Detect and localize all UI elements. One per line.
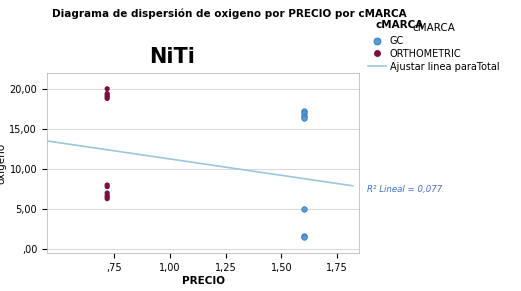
Point [103, 184, 111, 189]
Point [103, 95, 111, 99]
Point [300, 233, 308, 238]
Point [103, 193, 111, 198]
Point [103, 196, 111, 201]
Text: NiTi: NiTi [149, 47, 195, 67]
Text: R² Lineal = 0,077: R² Lineal = 0,077 [367, 185, 442, 194]
Text: cMARCA: cMARCA [375, 20, 424, 30]
Point [300, 207, 308, 211]
Point [300, 235, 308, 239]
X-axis label: PRECIO: PRECIO [182, 276, 225, 286]
Legend: GC, ORTHOMETRIC, Ajustar linea paraTotal: GC, ORTHOMETRIC, Ajustar linea paraTotal [364, 19, 503, 76]
Point [103, 91, 111, 96]
Point [103, 195, 111, 199]
Point [103, 191, 111, 195]
Point [300, 111, 308, 115]
Point [300, 114, 308, 118]
Text: Diagrama de dispersión de oxigeno por PRECIO por cMARCA: Diagrama de dispersión de oxigeno por PR… [52, 9, 406, 19]
Point [103, 93, 111, 97]
Point [103, 86, 111, 91]
Point [103, 183, 111, 187]
Y-axis label: oxigeno: oxigeno [0, 142, 7, 184]
Point [300, 115, 308, 120]
Point [103, 96, 111, 101]
Point [300, 109, 308, 113]
